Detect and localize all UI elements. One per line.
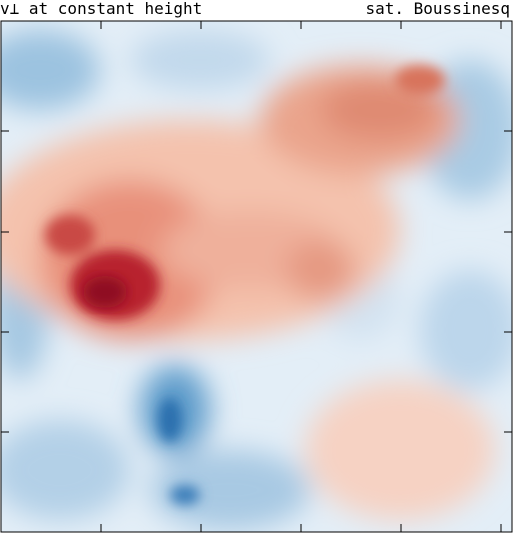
title-right: sat. Boussinesq: [366, 0, 511, 18]
title-left: v⊥ at constant height: [0, 0, 202, 18]
velocity-field: [1, 21, 512, 532]
frame: [0, 20, 513, 533]
frame-ticks: [1, 21, 512, 532]
